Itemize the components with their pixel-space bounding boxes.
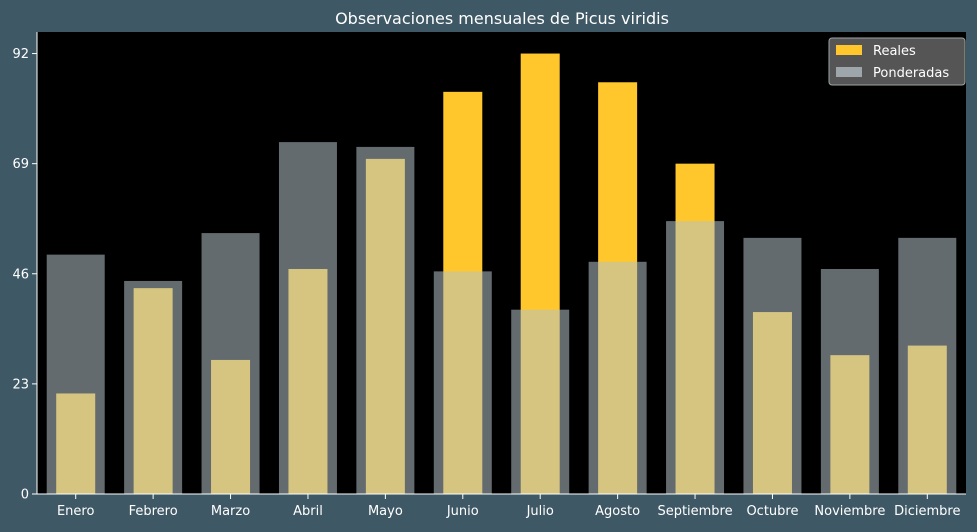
- x-tick-label-8: Septiembre: [657, 504, 732, 519]
- legend-label-reales: Reales: [873, 44, 916, 59]
- x-tick-label-0: Enero: [57, 504, 95, 519]
- x-tick-label-1: Febrero: [129, 504, 178, 519]
- bar-ponderadas-4: [356, 146, 415, 494]
- y-tick-label-0: 0: [21, 488, 29, 503]
- x-tick-label-10: Noviembre: [814, 504, 885, 519]
- legend-label-ponderadas: Ponderadas: [873, 66, 949, 81]
- y-tick-label-2: 46: [12, 267, 29, 282]
- bar-ponderadas-8: [666, 221, 725, 494]
- y-axis: 0 23 46 69 92: [12, 32, 38, 503]
- bar-ponderadas-9: [743, 237, 802, 494]
- bar-ponderadas-3: [278, 142, 337, 494]
- plot-area: [37, 32, 966, 494]
- legend-swatch-reales: [836, 45, 862, 55]
- x-tick-label-7: Agosto: [595, 504, 640, 519]
- bar-ponderadas-7: [588, 261, 647, 494]
- x-tick-label-11: Diciembre: [894, 504, 960, 519]
- series-reales: [46, 53, 957, 495]
- legend-swatch-ponderadas: [836, 67, 862, 77]
- x-tick-label-5: Junio: [446, 504, 479, 519]
- x-tick-label-6: Julio: [526, 504, 554, 519]
- bar-ponderadas-5: [433, 271, 492, 494]
- chart-title: Observaciones mensuales de Picus viridis: [335, 9, 669, 28]
- bar-ponderadas-0: [46, 254, 105, 494]
- x-tick-label-9: Octubre: [746, 504, 798, 519]
- legend: Reales Ponderadas: [828, 37, 966, 86]
- x-tick-label-2: Marzo: [211, 504, 250, 519]
- x-axis: Enero Febrero Marzo Abril Mayo Junio Julio Agos…: [37, 493, 966, 519]
- bar-ponderadas-11: [898, 237, 957, 494]
- y-tick-label-1: 23: [12, 377, 29, 392]
- x-tick-label-4: Mayo: [368, 504, 403, 519]
- x-tick-label-3: Abril: [293, 504, 323, 519]
- bar-ponderadas-6: [511, 309, 570, 494]
- y-tick-label-4: 92: [12, 47, 29, 62]
- bar-ponderadas-2: [201, 233, 260, 495]
- legend-box: [828, 37, 966, 86]
- bar-ponderadas-1: [124, 280, 183, 494]
- bar-ponderadas-10: [820, 268, 879, 494]
- y-tick-label-3: 69: [12, 157, 29, 172]
